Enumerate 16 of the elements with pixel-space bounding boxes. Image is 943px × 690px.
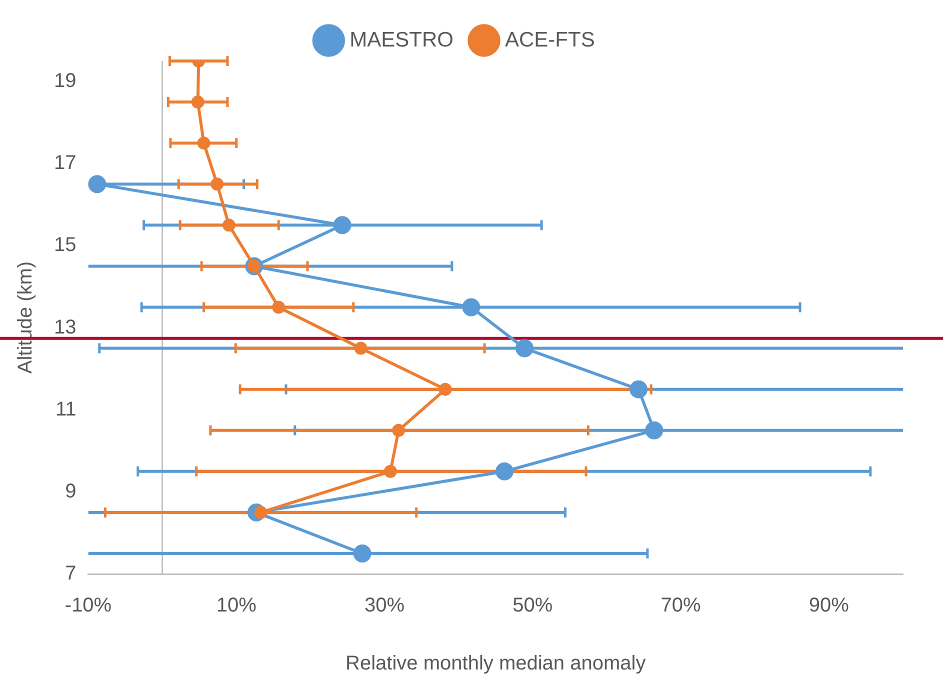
legend-label: ACE-FTS [505, 28, 595, 52]
y-tick-label: 7 [65, 562, 76, 585]
y-tick-label: 11 [55, 398, 76, 420]
y-tick-label: 19 [54, 70, 76, 92]
x-tick-label: -10% [64, 594, 112, 617]
y-tick-label: 15 [54, 234, 76, 256]
legend-label: MAESTRO [350, 28, 454, 52]
x-tick-label: 90% [808, 594, 850, 617]
x-tick-label: 50% [512, 594, 553, 617]
x-axis-title: Relative monthly median anomaly [346, 652, 646, 675]
x-tick-label: 10% [216, 594, 257, 617]
y-tick-label: 17 [54, 152, 76, 174]
x-tick-label: 70% [660, 594, 702, 617]
y-tick-label: 13 [54, 316, 76, 338]
y-tick-label: 9 [65, 480, 76, 502]
x-tick-label: 30% [364, 594, 405, 617]
